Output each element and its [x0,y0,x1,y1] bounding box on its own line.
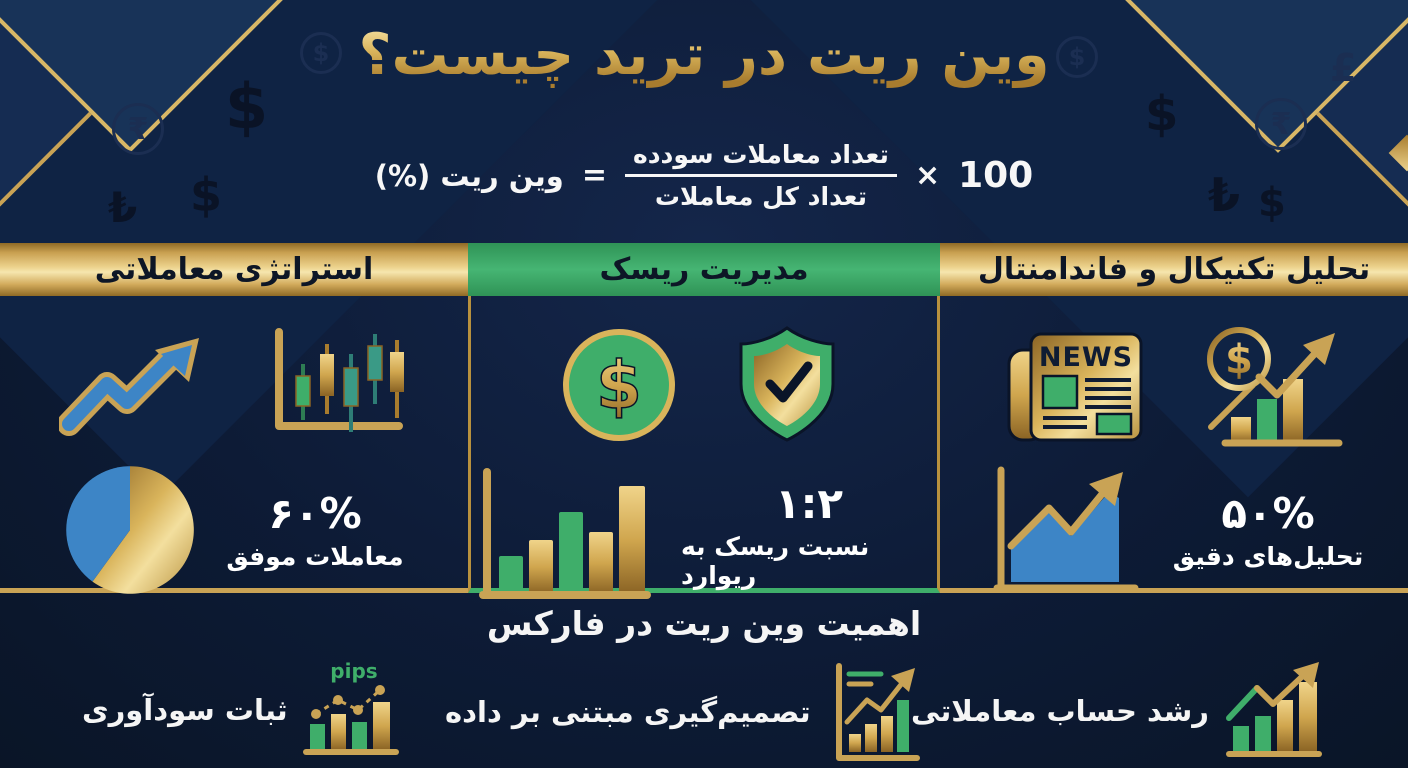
currency-symbol-dollar: $ [190,168,223,222]
currency-symbol-rupee: ₹ [112,103,164,155]
header-risk-management: مدیریت ریسک [468,243,940,296]
fraction-bar [624,174,897,177]
candlestick-chart-icon [257,324,409,446]
bottom-item-label: ثبات سودآوری [82,693,288,727]
stat-label-successful-trades: معاملات موفق [226,542,404,571]
formula-result-label: وین ریت (%) [374,158,564,193]
column-risk-management: $ ۱:۲ [468,296,940,599]
up-trend-arrow-icon [59,330,209,440]
account-growth-icon [1223,660,1323,762]
stat-label-risk-reward: نسبت ریسک به ریوارد [681,531,870,590]
stat-label-accurate-analysis: تحلیل‌های دقیق [1172,542,1364,571]
formula-multiply-sign: × [914,158,941,193]
pie-chart-icon [64,464,196,596]
column-trading-strategy: ۶۰% معاملات موفق [0,296,468,596]
bottom-item-label: تصمیم‌گیری مبتنی بر داده [445,695,811,729]
data-chart-icon [825,660,921,764]
bottom-item-label: رشد حساب معاملاتی [910,694,1209,728]
currency-symbol-dollar: $ [225,70,269,143]
news-label: NEWS [1039,342,1133,373]
dollar-coin-icon: $ [560,326,678,444]
bottom-item-account-growth: رشد حساب معاملاتی [911,660,1323,762]
formula-denominator: تعداد کل معاملات [654,182,868,211]
column-technical-fundamental: $ NEWS [940,296,1408,593]
formula-numerator: تعداد معاملات سودده [632,140,889,169]
currency-symbol-dollar: $ [1258,180,1286,226]
pips-label: pips [330,660,377,683]
stat-value-successful-trades: ۶۰% [268,489,362,538]
page-title: وین ریت در ترید چیست؟ [0,22,1408,88]
news-icon: NEWS [1001,324,1149,446]
bottom-item-profit-stability: pips ثبات سودآوری [82,660,402,760]
dollar-sign: $ [1225,337,1253,383]
win-rate-formula: وین ریت (%) = تعداد معاملات سودده تعداد … [0,138,1408,213]
bottom-item-data-decision: تصمیم‌گیری مبتنی بر داده [445,660,921,764]
header-technical-fundamental: تحلیل تکنیکال و فاندامنتال [940,243,1408,296]
pips-chart-icon: pips [302,660,402,760]
formula-fraction: تعداد معاملات سودده تعداد کل معاملات [624,138,897,213]
currency-symbol-dollar: $ [300,32,342,74]
currency-symbol-pound: £ [1330,46,1356,90]
area-chart-icon [985,464,1143,596]
stat-value-risk-reward: ۱:۲ [774,478,844,528]
currency-symbol-dollar: $ [1056,36,1098,78]
header-trading-strategy: استراتژی معاملاتی [0,243,468,296]
columns: $ NEWS [0,296,1408,599]
currency-symbol-dollar: $ [1145,86,1179,142]
formula-equals-sign: = [581,158,607,193]
bottom-section-title: اهمیت وین ریت در فارکس [486,604,922,643]
column-headers: تحلیل تکنیکال و فاندامنتال مدیریت ریسک ا… [0,243,1408,296]
bar-chart-icon [471,464,651,604]
dollar-sign: $ [596,347,642,424]
currency-symbol-rupee: ₹ [1255,98,1307,150]
currency-symbol-lira: ₺ [108,183,138,232]
stat-value-accurate-analysis: ۵۰% [1221,489,1315,538]
currency-symbol-lira: ₺ [1208,168,1241,222]
shield-check-icon [726,322,848,448]
dollar-growth-chart-icon: $ [1197,321,1347,449]
formula-factor: 100 [958,155,1034,196]
